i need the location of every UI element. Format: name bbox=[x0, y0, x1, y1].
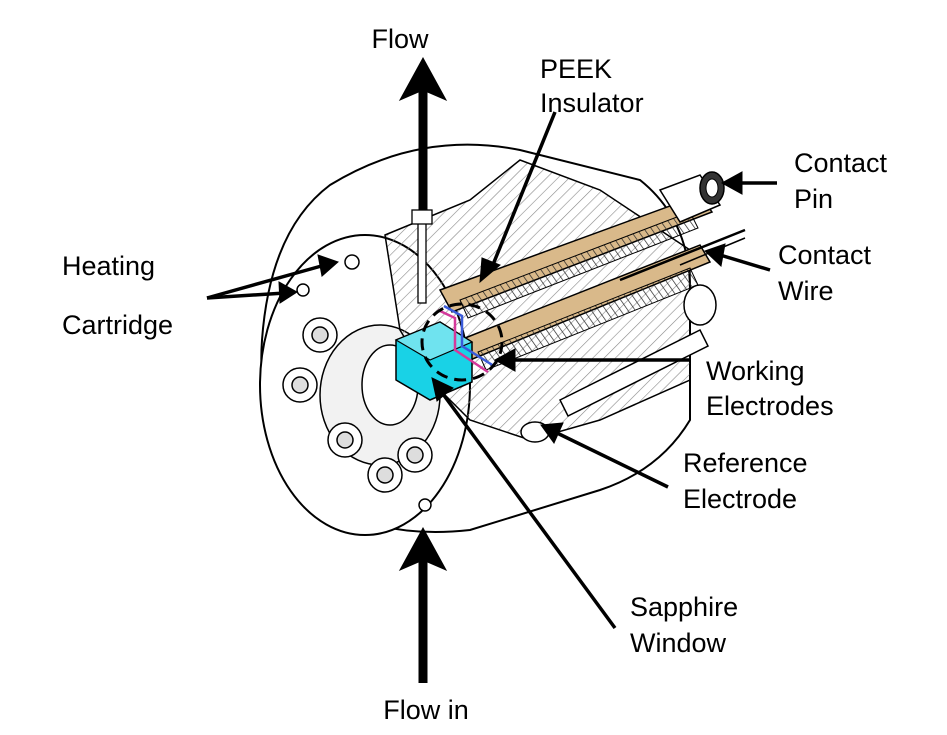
bolts bbox=[282, 317, 433, 493]
label-flow-in: Flow in bbox=[383, 695, 469, 725]
bolt bbox=[406, 446, 424, 464]
working-electrodes-pointer-head bbox=[493, 348, 516, 372]
label-contact-pin-line1: Contact bbox=[794, 148, 888, 178]
heating-pointer-head-a bbox=[317, 254, 339, 277]
inlet-tube bbox=[417, 217, 427, 304]
contact-pin-pointer-head bbox=[720, 171, 743, 195]
flow-in-arrow-head bbox=[398, 526, 448, 572]
pin-knurl-cap bbox=[705, 178, 719, 198]
flow-out-arrow-head bbox=[398, 56, 448, 102]
heater-hole bbox=[296, 283, 310, 297]
label-sapphire-line2: Window bbox=[630, 628, 727, 658]
bolt bbox=[291, 376, 309, 394]
labels: Flow Flow in PEEK Insulator Contact Pin … bbox=[62, 24, 888, 725]
label-reference-line1: Reference bbox=[683, 448, 808, 478]
peek-pointer-line bbox=[488, 111, 557, 273]
bolt bbox=[376, 466, 394, 484]
peek-pointer-head bbox=[479, 257, 501, 284]
heating-pointer-line-b bbox=[206, 291, 286, 300]
contact-wire bbox=[619, 228, 746, 282]
label-contact-wire-line1: Contact bbox=[778, 240, 872, 270]
label-flow-out: Flow bbox=[371, 24, 429, 54]
sapphire-pointer-line bbox=[438, 388, 617, 630]
electrode-rod-lower bbox=[558, 328, 710, 418]
working-electrode-highlight bbox=[420, 302, 504, 382]
reference-electrode-pointer-head bbox=[540, 422, 564, 444]
contact-pin-connector bbox=[658, 171, 725, 223]
label-sapphire-line1: Sapphire bbox=[630, 592, 738, 622]
label-contact-pin-line2: Pin bbox=[794, 184, 833, 214]
label-working-line1: Working bbox=[706, 356, 805, 386]
electrode-trace-blue bbox=[443, 304, 495, 368]
electrode-rod-cap bbox=[683, 284, 717, 326]
label-working-line2: Electrodes bbox=[706, 391, 834, 421]
sapphire-pointer-head bbox=[431, 377, 454, 402]
label-heating-line1: Heating bbox=[62, 251, 155, 281]
heating-pointer-line-a bbox=[206, 263, 326, 300]
bolt bbox=[311, 326, 329, 344]
label-peek-line1: PEEK bbox=[540, 54, 612, 84]
reference-electrode-pointer-line bbox=[554, 430, 669, 489]
heater-hole bbox=[344, 254, 360, 270]
bolt bbox=[336, 431, 354, 449]
label-heating-line2: Cartridge bbox=[62, 310, 173, 340]
electrode-trace-magenta bbox=[437, 308, 489, 374]
label-contact-wire-line2: Wire bbox=[778, 276, 834, 306]
label-reference-line2: Electrode bbox=[683, 484, 797, 514]
spring-upper bbox=[459, 211, 699, 319]
heating-pointer-head-b bbox=[278, 281, 298, 304]
contact-wire-pointer-head bbox=[704, 243, 726, 267]
inlet-ferrule bbox=[411, 209, 433, 225]
label-peek-line2: Insulator bbox=[540, 88, 644, 118]
heater-hole bbox=[418, 498, 432, 512]
contact-wire-pointer-line bbox=[719, 253, 771, 272]
arrows bbox=[206, 56, 777, 683]
cell-body bbox=[259, 143, 746, 536]
